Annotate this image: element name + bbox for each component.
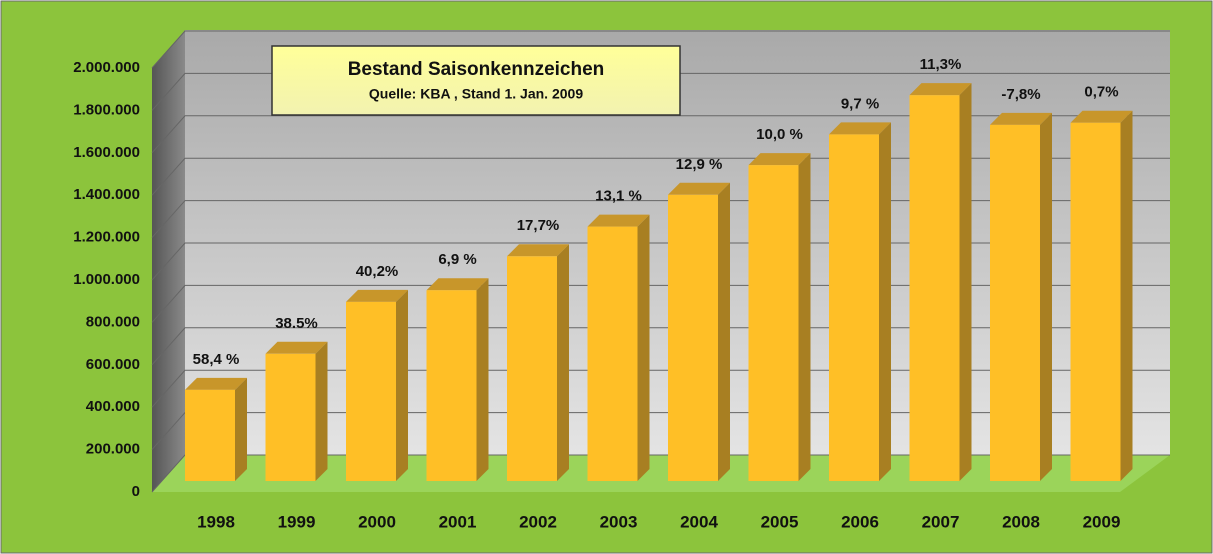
bar-front (1070, 122, 1121, 481)
grid-line (151, 30, 1170, 69)
bar-front (829, 134, 879, 481)
bar-top (829, 122, 891, 135)
bar-top (346, 289, 408, 302)
grid-line (151, 115, 1170, 154)
bar-front (185, 389, 235, 481)
bar (426, 278, 489, 481)
bar-side (1120, 110, 1133, 481)
bar-front (265, 353, 316, 481)
grid-line (151, 72, 1170, 111)
bar-top (990, 112, 1052, 125)
x-tick-label: 2007 (922, 512, 960, 531)
bar-top (587, 214, 650, 227)
bar-side (476, 278, 489, 481)
y-tick-label: 1.000.000 (73, 271, 140, 288)
y-tick-label: 0 (132, 483, 140, 500)
growth-label: 38.5% (275, 315, 318, 332)
growth-label: 40,2% (356, 263, 399, 280)
x-tick-label: 2008 (1002, 512, 1040, 531)
bar-top (748, 153, 811, 166)
bar (265, 341, 328, 481)
bar-side (637, 214, 650, 481)
x-tick-label: 2002 (519, 512, 557, 531)
bar-side (396, 289, 408, 481)
growth-label: 12,9 % (676, 156, 723, 173)
bar-front (426, 290, 477, 481)
growth-label: 13,1 % (595, 188, 642, 205)
bar (909, 83, 972, 481)
bar-front (909, 95, 960, 481)
y-tick-label: 1.200.000 (73, 229, 140, 246)
bar (587, 214, 650, 481)
x-tick-label: 1998 (197, 512, 235, 531)
bar (507, 244, 569, 481)
bar-side (718, 182, 730, 482)
title-box (271, 45, 681, 116)
growth-label: 0,7% (1084, 84, 1118, 101)
bar-side (557, 244, 569, 481)
growth-label: -7,8% (1001, 86, 1040, 103)
bar-top (426, 278, 489, 291)
x-tick-label: 2000 (358, 512, 396, 531)
y-tick-label: 1.400.000 (73, 186, 140, 203)
x-tick-label: 2006 (841, 512, 879, 531)
bar-top (1070, 110, 1133, 123)
bar (829, 122, 891, 481)
x-tick-label: 2005 (761, 512, 799, 531)
y-tick-label: 800.000 (86, 313, 140, 330)
bar (1070, 110, 1133, 481)
y-tick-label: 2.000.000 (73, 59, 140, 76)
growth-label: 11,3% (920, 56, 962, 73)
bar-side (798, 153, 811, 481)
bar-side (879, 122, 891, 481)
bar-top (265, 341, 328, 354)
growth-label: 9,7 % (841, 95, 879, 112)
x-tick-label: 2009 (1083, 512, 1121, 531)
bar (346, 289, 408, 481)
x-tick-label: 2001 (439, 512, 477, 531)
x-tick-label: 1999 (278, 512, 316, 531)
bar-top (668, 182, 730, 195)
y-tick-label: 200.000 (86, 441, 140, 458)
y-tick-label: 1.800.000 (73, 101, 140, 118)
bar (668, 182, 730, 482)
bar-top (185, 377, 247, 390)
growth-label: 58,4 % (193, 351, 240, 368)
bar-front (507, 256, 557, 481)
y-tick-label: 600.000 (86, 356, 140, 373)
bar (990, 112, 1052, 481)
bar-top (909, 83, 972, 96)
bar-front (748, 165, 799, 481)
growth-label: 17,7% (517, 217, 560, 234)
growth-label: 6,9 % (438, 251, 476, 268)
chart-title: Bestand Saisonkennzeichen (348, 59, 605, 80)
bar-front (346, 301, 396, 481)
bar-side (235, 377, 247, 481)
x-tick-label: 2004 (680, 512, 718, 531)
bar-side (959, 83, 972, 481)
y-tick-label: 1.600.000 (73, 144, 140, 161)
bar-front (668, 194, 718, 482)
bar-front (587, 226, 638, 481)
bar (185, 377, 247, 481)
growth-label: 10,0 % (756, 126, 803, 143)
bar-front (990, 124, 1040, 481)
y-tick-label: 400.000 (86, 398, 140, 415)
x-tick-label: 2003 (600, 512, 638, 531)
bar-side (315, 341, 328, 481)
bar-top (507, 244, 569, 257)
chart-subtitle: Quelle: KBA , Stand 1. Jan. 2009 (369, 86, 583, 102)
bar (748, 153, 811, 481)
bar-side (1040, 112, 1052, 481)
